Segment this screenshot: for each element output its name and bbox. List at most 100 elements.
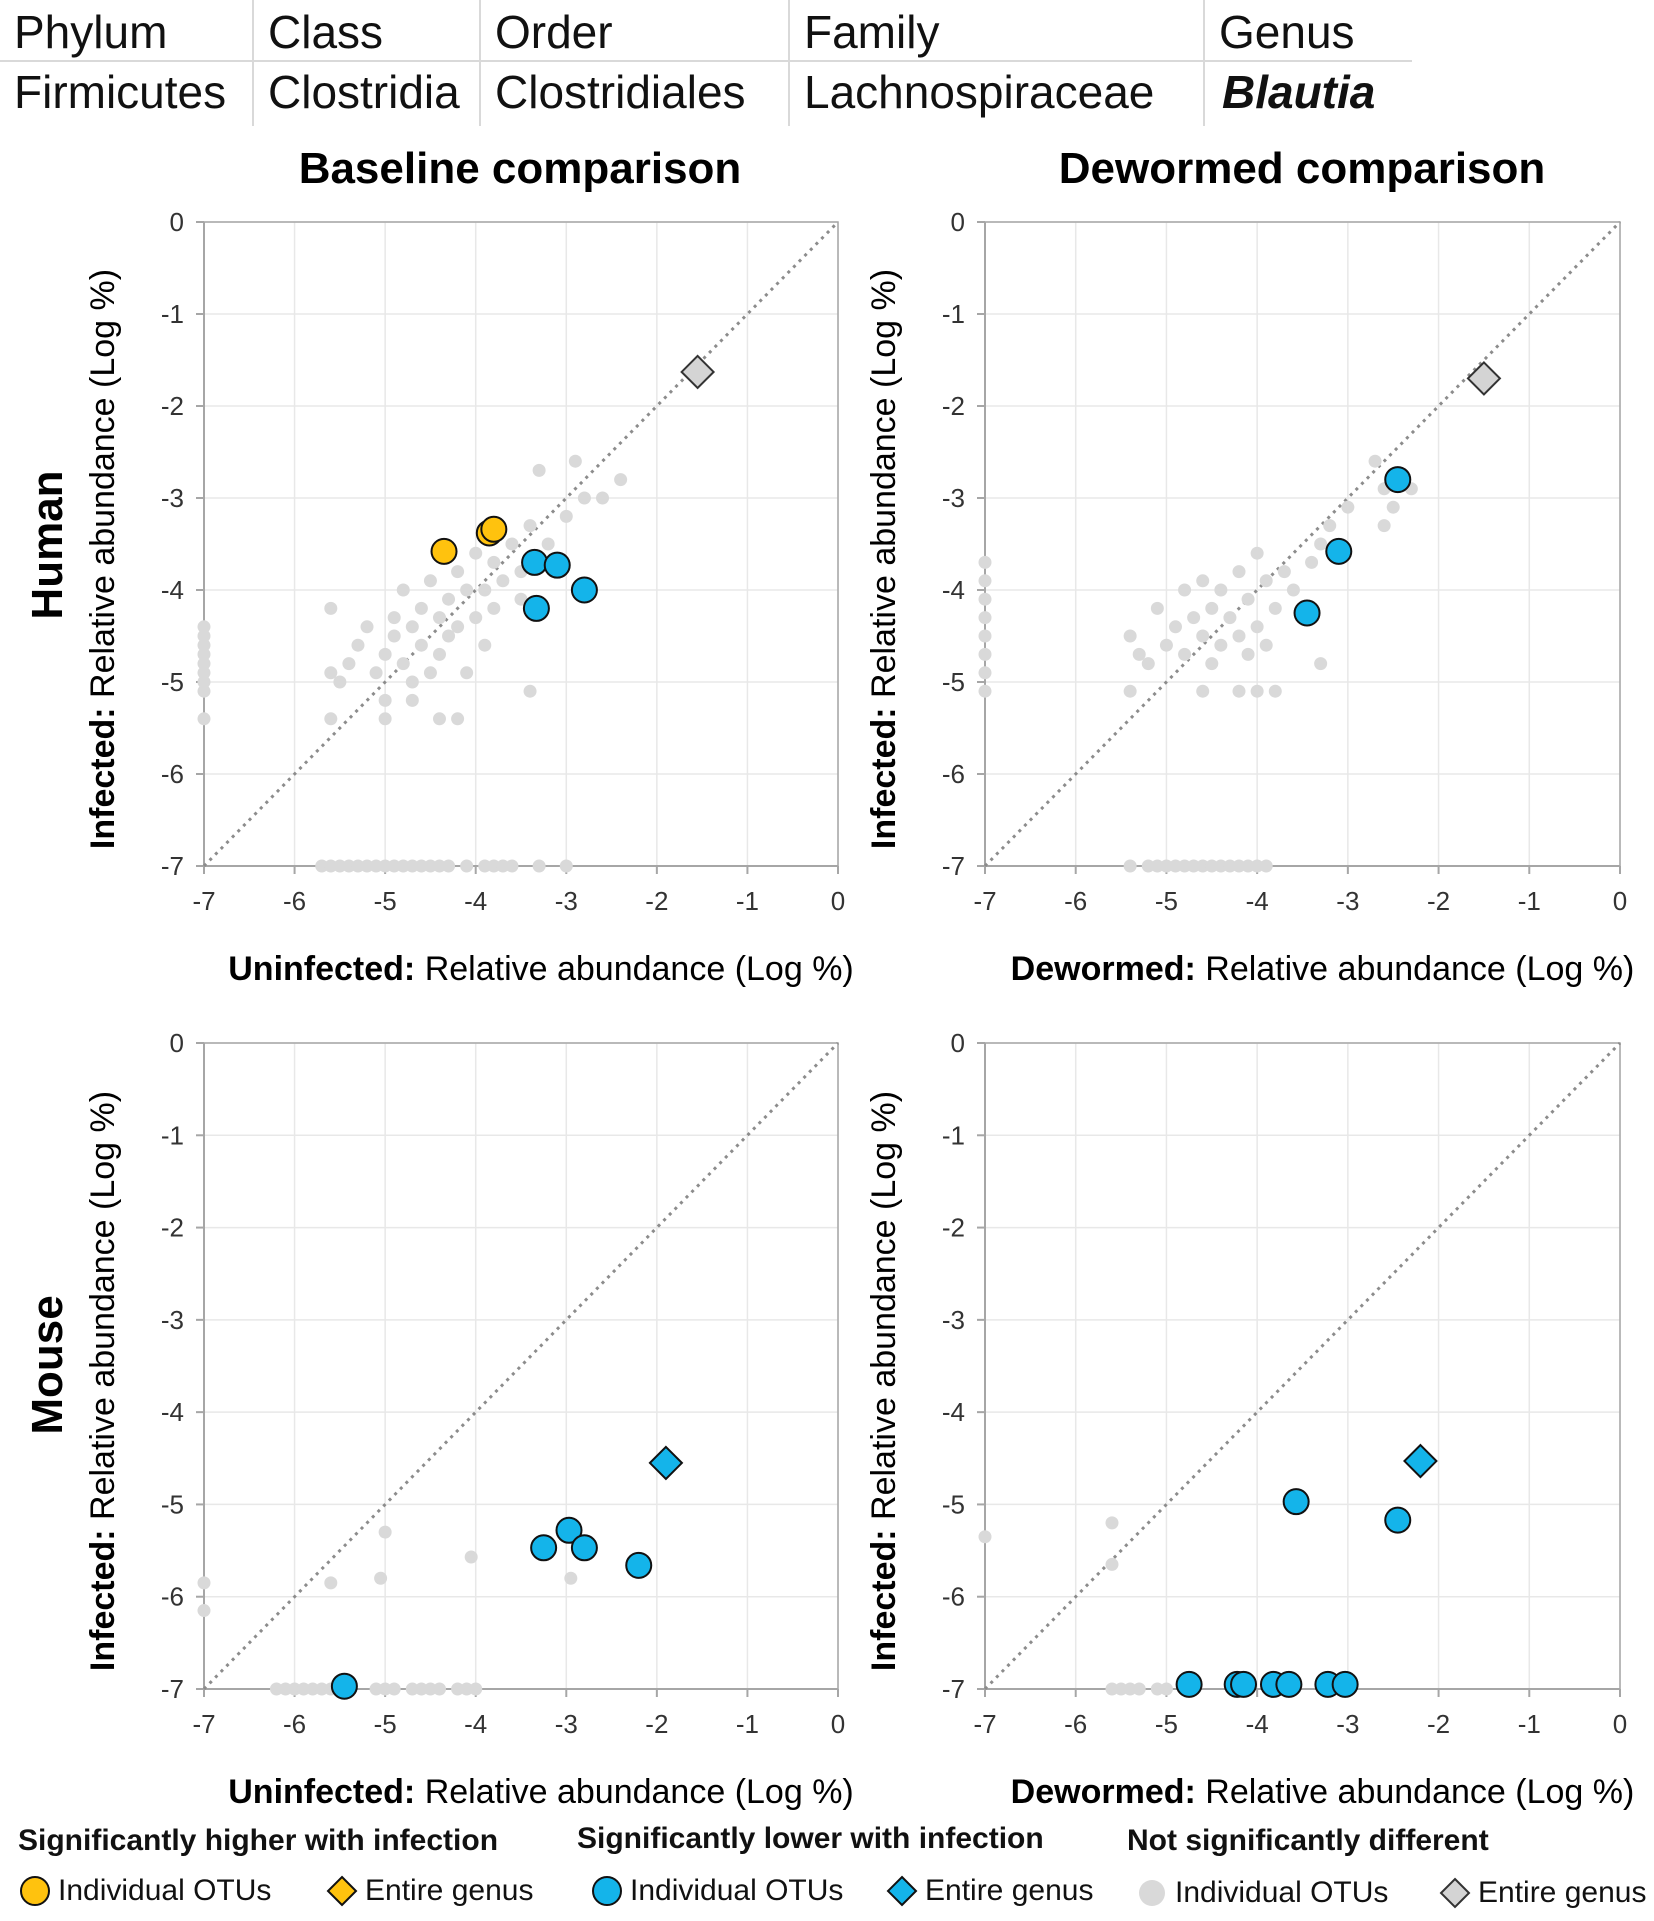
x-tick-label: 0 [831, 1709, 845, 1739]
data-point-not-significant [469, 546, 483, 560]
data-point-not-significant [369, 666, 383, 680]
data-point-not-significant [423, 859, 437, 873]
identity-diagonal-line [202, 1041, 840, 1691]
y-axis-title-text: Relative abundance (Log %) [865, 269, 903, 708]
data-point-not-significant [523, 519, 537, 533]
data-point-not-significant [387, 629, 401, 643]
tax-value-order: Clostridiales [495, 66, 746, 118]
data-point-not-significant [333, 859, 347, 873]
data-point-not-significant [541, 537, 555, 551]
data-point-not-significant [432, 611, 446, 625]
scatter-panel-mouse-dewormed: -7 -6 -5 -4 -3 -2 -1 0 0 -1 -2 -3 -4 -5 -6 -7 Dewormed: … [865, 1028, 1634, 1811]
x-tick-label: -3 [1336, 886, 1359, 916]
data-point-not-significant [423, 666, 437, 680]
y-axis-title-text: Relative abundance (Log %) [865, 1091, 903, 1530]
data-point-not-significant [1377, 519, 1391, 533]
data-point-not-significant [1305, 555, 1319, 569]
tax-row-divider [0, 60, 1412, 62]
tax-value-class: Clostridia [268, 66, 460, 118]
data-point-not-significant [1314, 657, 1328, 671]
data-point-not-significant [396, 657, 410, 671]
y-tick-label: -1 [161, 1120, 184, 1150]
data-point-not-significant [460, 583, 474, 597]
data-point-not-significant [1178, 859, 1192, 873]
data-point-not-significant [1250, 620, 1264, 634]
y-tick-label: 0 [951, 207, 965, 237]
data-point-not-significant [351, 859, 365, 873]
data-point-not-significant [1159, 859, 1173, 873]
data-point-not-significant [378, 693, 392, 707]
data-point-not-significant [378, 712, 392, 726]
scatter-panel-human-baseline: -7 -6 -5 -4 -3 -2 -1 0 0 -1 -2 -3 -4 -5 -6 -7 Uninfected… [84, 207, 854, 988]
legend-item-not-sig-otu: Individual OTUs [1135, 1876, 1388, 1910]
data-point-lower [570, 576, 598, 604]
data-point-not-significant [1386, 500, 1400, 514]
data-point-not-significant [369, 1682, 383, 1696]
y-tick-label: 0 [170, 207, 184, 237]
y-tick-label: -4 [161, 575, 184, 605]
y-tick-label: -2 [161, 391, 184, 421]
y-axis-title: Infected: Relative abundance (Log %) [84, 269, 122, 849]
data-point-not-significant [978, 629, 992, 643]
tax-header-genus: Genus [1219, 6, 1355, 58]
data-point-not-significant [1114, 1682, 1128, 1696]
data-point-not-significant [378, 1525, 392, 1539]
data-point-genus-diamond [648, 1445, 684, 1481]
x-tick-label: -4 [1246, 886, 1269, 916]
x-axis-title: Dewormed: Relative abundance (Log %) [1011, 1773, 1635, 1811]
tax-header-family: Family [804, 6, 940, 58]
data-point-not-significant [523, 684, 537, 698]
data-point-not-significant [1169, 859, 1182, 873]
data-point-not-significant [1123, 684, 1137, 698]
x-tick-label: -4 [464, 1709, 487, 1739]
data-point-not-significant [1196, 684, 1210, 698]
tax-col-divider [479, 0, 481, 126]
data-point-not-significant [414, 1682, 428, 1696]
legend-circle-icon [1139, 1880, 1165, 1906]
legend-label: Entire genus [925, 1874, 1094, 1907]
y-tick-label: -5 [161, 667, 184, 697]
y-tick-label: 0 [170, 1028, 184, 1058]
row-label-mouse: Mouse [23, 1295, 72, 1434]
x-axis-title-text: Relative abundance (Log %) [415, 950, 854, 988]
data-point-not-significant [596, 491, 610, 505]
data-point-not-significant [1323, 519, 1337, 533]
data-point-genus-diamond [1466, 360, 1502, 396]
data-point-not-significant [487, 859, 501, 873]
data-point-not-significant [405, 693, 419, 707]
scatter-panel-human-dewormed: -7 -6 -5 -4 -3 -2 -1 0 0 -1 -2 -3 -4 -5 -6 -7 Dewormed: … [865, 207, 1634, 988]
data-point-lower [1230, 1670, 1258, 1698]
identity-diagonal-line [983, 220, 1622, 868]
x-tick-label: -5 [374, 886, 397, 916]
data-point-not-significant [1250, 684, 1264, 698]
data-point-not-significant [1132, 647, 1146, 661]
data-point-not-significant [1286, 583, 1300, 597]
tax-value-phylum: Firmicutes [14, 66, 227, 118]
y-tick-label: -2 [161, 1213, 184, 1243]
x-tick-label: -1 [1518, 1709, 1541, 1739]
x-tick-label: -5 [1155, 886, 1178, 916]
data-point-not-significant [1232, 684, 1246, 698]
data-point-not-significant [1214, 859, 1228, 873]
data-point-not-significant [1232, 565, 1246, 579]
data-point-not-significant [1268, 684, 1282, 698]
y-tick-label: -6 [161, 759, 184, 789]
data-point-not-significant [1196, 859, 1210, 873]
tax-col-divider [252, 0, 254, 126]
x-tick-label: -3 [1336, 1709, 1359, 1739]
data-point-not-significant [405, 620, 419, 634]
data-point-not-significant [1268, 601, 1282, 615]
data-point-not-significant [1132, 1682, 1146, 1696]
data-point-not-significant [324, 712, 338, 726]
y-axis-title-bold: Infected: [84, 1529, 122, 1671]
x-tick-label: -6 [1064, 1709, 1087, 1739]
data-point-not-significant [1259, 859, 1273, 873]
data-point-not-significant [1178, 583, 1192, 597]
row-label-human: Human [23, 470, 72, 619]
data-point-lower [521, 548, 549, 576]
y-tick-label: -2 [942, 1213, 965, 1243]
x-tick-label: -1 [1518, 886, 1541, 916]
data-point-not-significant [1223, 611, 1237, 625]
data-point-not-significant [1232, 859, 1246, 873]
data-point-not-significant [342, 657, 356, 671]
